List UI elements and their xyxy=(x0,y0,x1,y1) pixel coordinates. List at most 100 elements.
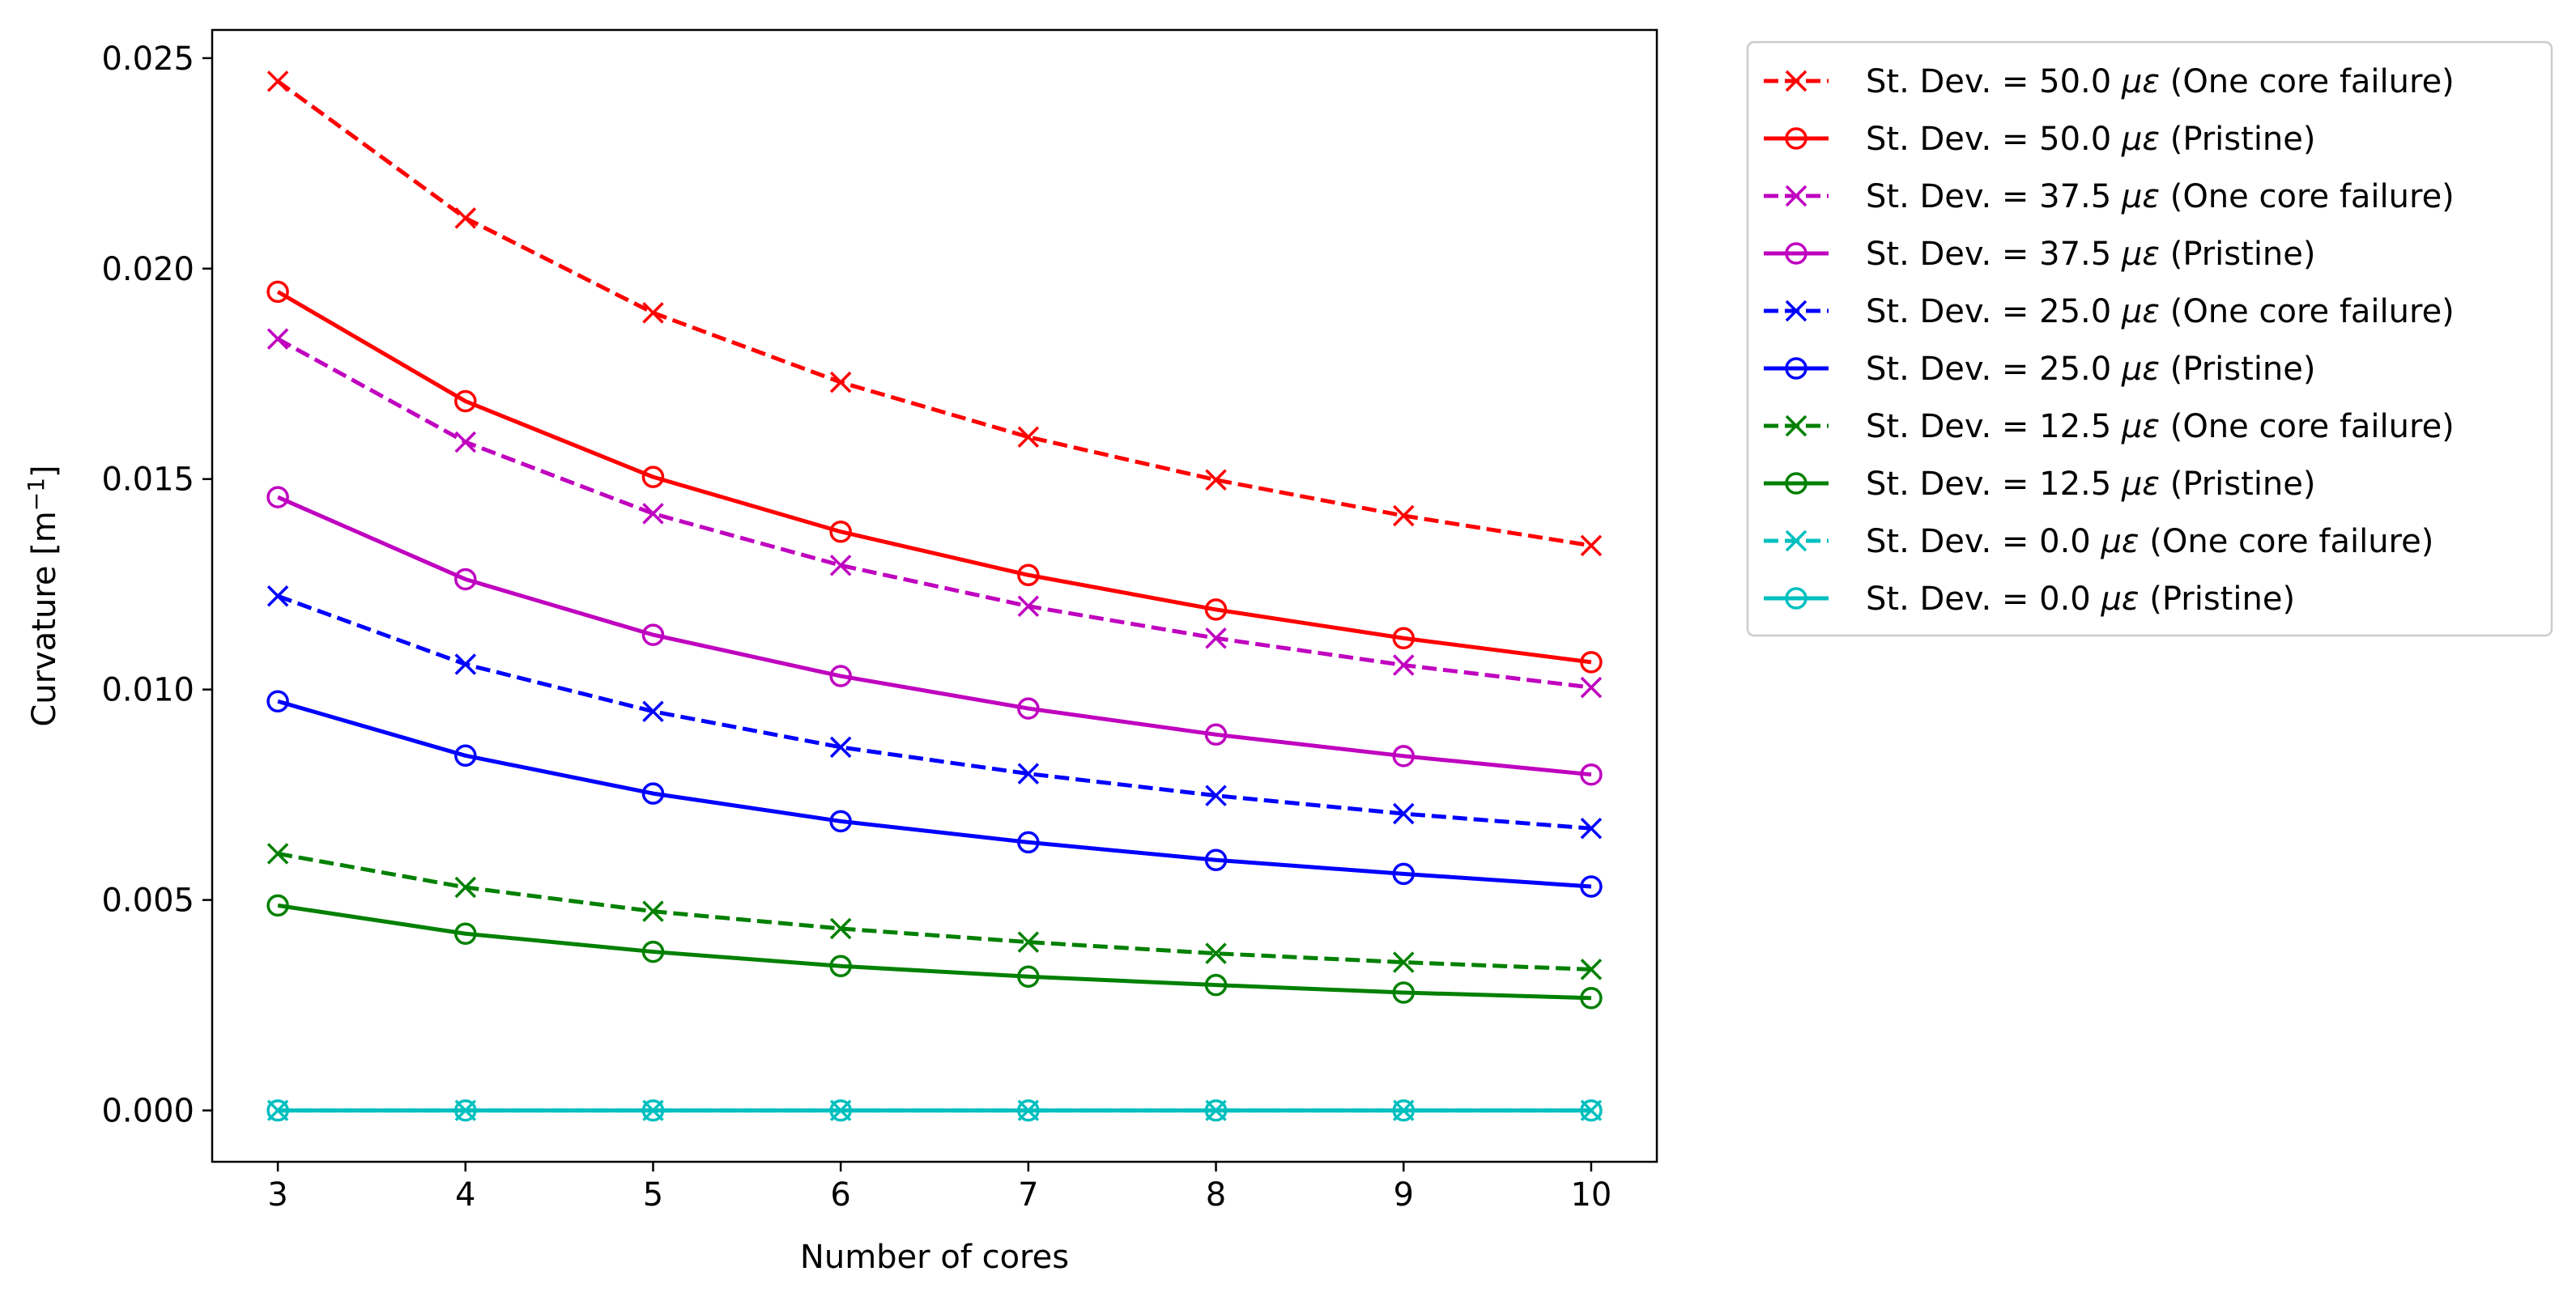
data-point xyxy=(1580,875,1603,898)
legend-marker xyxy=(1785,185,1807,207)
x-tick-label: 10 xyxy=(1570,1176,1612,1214)
legend-entries: St. Dev. = 50.0 με (One core failure) St.… xyxy=(1764,63,2455,618)
data-point xyxy=(641,1099,665,1122)
legend-marker xyxy=(1785,127,1807,150)
data-point xyxy=(1392,981,1415,1004)
data-point xyxy=(1580,987,1603,1010)
legend-entry: St. Dev. = 0.0 με (One core failure) xyxy=(1764,523,2433,560)
legend-entry: St. Dev. = 37.5 με (Pristine) xyxy=(1764,236,2316,273)
data-point xyxy=(829,520,852,543)
data-point xyxy=(829,555,852,576)
data-point xyxy=(1017,831,1040,854)
data-point xyxy=(1017,595,1040,617)
data-point xyxy=(1580,534,1603,557)
series-line xyxy=(277,699,1592,889)
data-point xyxy=(454,568,477,591)
data-point xyxy=(266,843,289,865)
x-axis-title: Number of cores xyxy=(800,1239,1069,1276)
data-point xyxy=(641,466,665,488)
data-point xyxy=(454,744,477,768)
x-tick-label: 6 xyxy=(830,1176,850,1214)
data-point xyxy=(1392,951,1415,973)
data-point xyxy=(1017,965,1040,988)
series-5 xyxy=(266,690,1603,898)
data-point xyxy=(454,207,477,229)
data-point xyxy=(642,900,664,922)
x-tick-label: 3 xyxy=(267,1176,287,1214)
data-point xyxy=(642,302,664,324)
legend-entry: St. Dev. = 0.0 με (Pristine) xyxy=(1764,580,2295,618)
data-point xyxy=(1580,763,1603,786)
legend-marker xyxy=(1785,587,1807,610)
series-0 xyxy=(266,70,1603,557)
y-axis-title: Curvature [m−1] xyxy=(23,465,63,726)
data-point xyxy=(1017,931,1040,953)
legend-marker xyxy=(1785,529,1807,552)
data-point xyxy=(1204,1099,1228,1122)
data-point xyxy=(1392,654,1415,676)
x-tick-label: 7 xyxy=(1018,1176,1038,1214)
legend-entry: St. Dev. = 12.5 με (One core failure) xyxy=(1764,408,2455,445)
legend-label: St. Dev. = 50.0 με (Pristine) xyxy=(1866,121,2316,158)
series-1 xyxy=(266,280,1603,674)
data-point xyxy=(1392,504,1415,527)
legend-marker xyxy=(1785,472,1807,495)
data-point xyxy=(1204,723,1228,746)
data-point xyxy=(829,736,852,759)
y-tick-label: 0.025 xyxy=(101,40,194,78)
data-point xyxy=(642,503,664,525)
y-tick-label: 0.000 xyxy=(101,1093,194,1130)
series-6 xyxy=(266,843,1603,980)
data-point xyxy=(266,690,289,712)
series-2 xyxy=(266,328,1603,699)
data-point xyxy=(454,653,477,675)
x-tick-label: 8 xyxy=(1206,1176,1226,1214)
x-axis-ticks: 3 4 5 6 7 8 9 10 xyxy=(267,1162,1612,1214)
y-tick-label: 0.020 xyxy=(101,251,194,288)
legend-label: St. Dev. = 25.0 με (One core failure) xyxy=(1866,293,2455,330)
data-point xyxy=(829,955,852,977)
legend-marker xyxy=(1785,70,1807,92)
data-point xyxy=(1204,598,1228,621)
data-point xyxy=(454,922,477,945)
data-point xyxy=(266,486,289,508)
data-point xyxy=(829,810,852,833)
data-point xyxy=(1017,697,1040,720)
legend-label: St. Dev. = 0.0 με (One core failure) xyxy=(1866,523,2433,560)
data-point xyxy=(829,371,852,393)
series-line xyxy=(277,593,1592,831)
legend-marker xyxy=(1785,242,1807,265)
series-line xyxy=(276,79,1592,548)
data-point xyxy=(641,940,665,963)
data-point xyxy=(1205,469,1227,491)
data-point xyxy=(1580,1099,1603,1122)
data-point xyxy=(266,1099,289,1122)
legend-label: St. Dev. = 12.5 με (One core failure) xyxy=(1866,408,2455,445)
data-point xyxy=(1392,1099,1415,1122)
data-point xyxy=(1580,676,1603,699)
data-point xyxy=(642,700,664,722)
data-point xyxy=(1204,848,1228,871)
series-line xyxy=(276,290,1592,665)
data-point xyxy=(1205,627,1227,649)
legend-label: St. Dev. = 37.5 με (Pristine) xyxy=(1866,236,2316,273)
data-point xyxy=(454,1099,477,1122)
data-point xyxy=(1392,802,1415,825)
data-point xyxy=(1392,745,1415,768)
data-point xyxy=(266,894,289,917)
data-point xyxy=(1017,1099,1040,1122)
data-point xyxy=(1392,862,1415,886)
data-point xyxy=(1205,942,1227,964)
series-7 xyxy=(266,894,1603,1010)
data-point xyxy=(829,1099,852,1122)
series-9 xyxy=(266,1099,1603,1122)
legend-label: St. Dev. = 37.5 με (One core failure) xyxy=(1866,178,2455,215)
x-tick-label: 5 xyxy=(643,1176,663,1214)
legend-box xyxy=(1746,40,2553,637)
legend-entry: St. Dev. = 12.5 με (Pristine) xyxy=(1764,466,2316,503)
data-point xyxy=(829,917,852,940)
data-point xyxy=(454,431,477,453)
legend-entry: St. Dev. = 50.0 με (One core failure) xyxy=(1764,63,2455,100)
series-4 xyxy=(266,585,1603,840)
data-point xyxy=(266,280,289,304)
